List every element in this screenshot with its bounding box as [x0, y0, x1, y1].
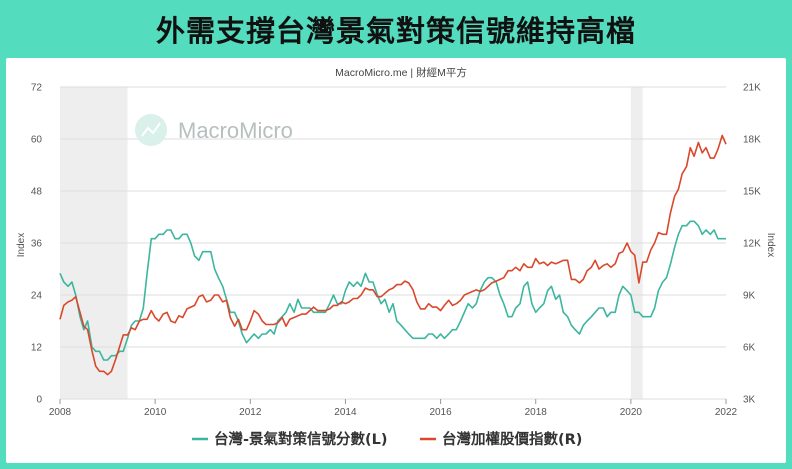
x-tick-label: 2010: [144, 407, 167, 418]
left-tick-label: 36: [31, 239, 43, 250]
x-tick-label: 2012: [239, 407, 262, 418]
right-tick-label: 18K: [743, 135, 761, 146]
page-headline: 外需支撐台灣景氣對策信號維持高檔: [155, 14, 636, 48]
watermark-trend-icon: [141, 122, 161, 137]
chart: MacroMicro MacroMicro.me | 財經M平方 0 12 24 36…: [16, 66, 776, 448]
right-tick-label: 9K: [743, 291, 756, 302]
left-axis-ticks: 0 12 24 36 48 60 72: [31, 83, 43, 406]
legend-label-right: 台灣加權股價指數(R): [442, 430, 582, 448]
watermark: MacroMicro: [135, 114, 293, 146]
x-axis-ticks: 2008 2010 2012 2014 2016 2018 2020 2022: [49, 399, 738, 418]
right-tick-label: 12K: [743, 239, 761, 250]
right-tick-label: 3K: [743, 395, 756, 406]
x-tick-label: 2022: [715, 407, 738, 418]
series-lines: [59, 134, 727, 376]
left-tick-label: 48: [31, 187, 43, 198]
x-tick-label: 2008: [49, 407, 72, 418]
left-tick-label: 0: [36, 395, 42, 406]
left-tick-label: 24: [31, 291, 43, 302]
right-axis-ticks: 3K 6K 9K 12K 15K 18K 21K: [743, 83, 761, 406]
source-credit: MacroMicro.me | 財經M平方: [335, 66, 467, 79]
x-tick-label: 2018: [525, 407, 548, 418]
gridlines: [60, 86, 726, 400]
chart-panel: MacroMicro MacroMicro.me | 財經M平方 0 12 24 36…: [6, 58, 786, 463]
right-tick-label: 15K: [743, 187, 761, 198]
legend-item-right-series[interactable]: 台灣加權股價指數(R): [420, 430, 582, 448]
x-tick-label: 2014: [334, 407, 357, 418]
legend-label-left: 台灣-景氣對策信號分數(L): [214, 430, 388, 448]
left-tick-label: 60: [31, 135, 43, 146]
legend[interactable]: 台灣-景氣對策信號分數(L) 台灣加權股價指數(R): [192, 430, 582, 448]
line-series-taiex: [59, 134, 727, 376]
right-tick-label: 6K: [743, 343, 756, 354]
line-series-signal-score: [59, 220, 726, 361]
right-tick-label: 21K: [743, 83, 761, 94]
left-axis-title: Index: [16, 233, 27, 257]
left-tick-label: 12: [31, 343, 43, 354]
x-tick-label: 2020: [620, 407, 643, 418]
x-tick-label: 2016: [429, 407, 452, 418]
left-tick-label: 72: [31, 83, 43, 94]
watermark-text: MacroMicro: [178, 118, 293, 143]
right-axis-title: Index: [765, 233, 776, 257]
legend-item-left-series[interactable]: 台灣-景氣對策信號分數(L): [192, 430, 388, 448]
